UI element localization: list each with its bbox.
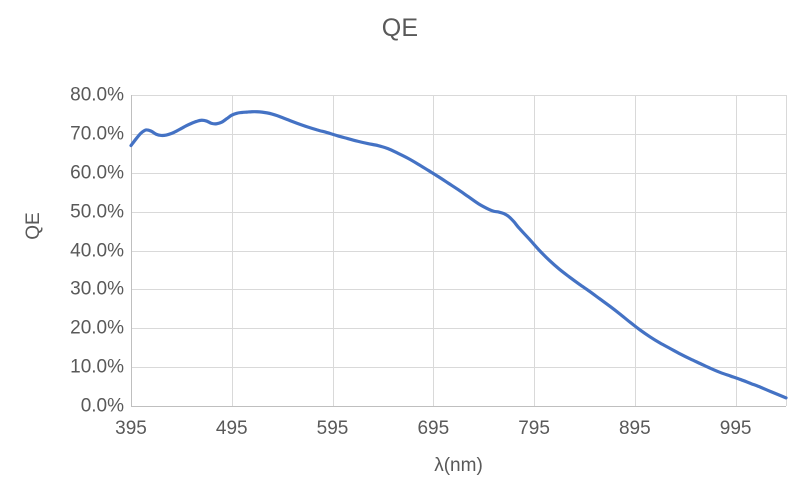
x-tick-label: 995	[719, 418, 752, 439]
y-tick-label: 40.0%	[70, 240, 124, 261]
y-tick-label: 0.0%	[80, 395, 124, 417]
x-tick-label: 495	[215, 418, 248, 439]
chart-title: QE	[381, 14, 419, 42]
gridlines	[131, 95, 787, 407]
y-axis-tick-labels: 80.0% 70.0% 60.0% 50.0% 40.0% 30.0% 20.0% 10.0%…	[40, 0, 124, 503]
y-tick-label: 10.0%	[70, 356, 124, 378]
x-tick-label: 595	[316, 418, 349, 439]
y-tick-label: 30.0%	[70, 278, 124, 300]
y-tick-label: 50.0%	[70, 201, 124, 223]
y-tick-label: 60.0%	[70, 162, 124, 184]
x-tick-label: 795	[518, 418, 550, 439]
x-tick-label: 695	[417, 418, 450, 439]
x-tick-label: 895	[618, 418, 651, 439]
series-line-qe	[129, 110, 788, 400]
y-tick-label: 80.0%	[70, 84, 124, 106]
y-tick-label: 20.0%	[70, 317, 124, 339]
x-tick-label: 395	[115, 418, 147, 439]
y-tick-label: 70.0%	[70, 123, 124, 145]
x-axis-title: λ(nm)	[434, 455, 483, 476]
